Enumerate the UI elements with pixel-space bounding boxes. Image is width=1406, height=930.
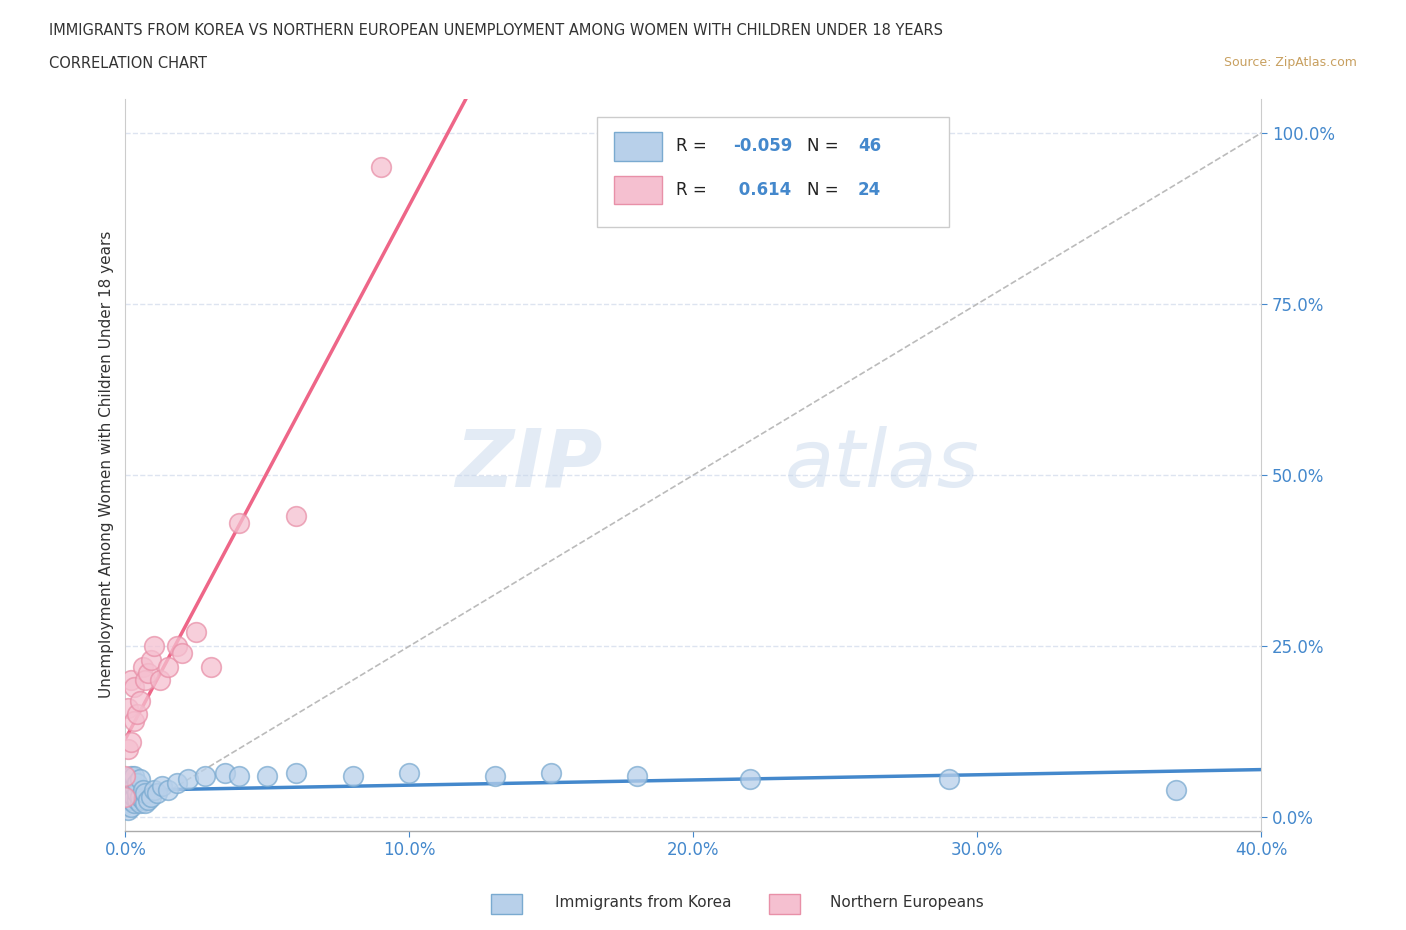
Point — [150, 778, 173, 793]
Point — [131, 659, 153, 674]
Point — [122, 768, 145, 783]
Point — [214, 765, 236, 780]
Point — [122, 680, 145, 695]
Y-axis label: Unemployment Among Women with Children Under 18 years: Unemployment Among Women with Children U… — [100, 231, 114, 698]
Point — [114, 768, 136, 783]
Point — [157, 782, 180, 797]
Point — [177, 772, 200, 787]
Point — [398, 765, 420, 780]
Point — [134, 786, 156, 801]
Point — [114, 790, 136, 804]
Text: R =: R = — [676, 181, 713, 199]
Text: Source: ZipAtlas.com: Source: ZipAtlas.com — [1223, 56, 1357, 69]
Point — [284, 509, 307, 524]
Point — [148, 672, 170, 687]
Point — [120, 768, 142, 783]
FancyBboxPatch shape — [614, 132, 662, 161]
Point — [114, 790, 136, 804]
Point — [134, 796, 156, 811]
Point — [228, 768, 250, 783]
FancyBboxPatch shape — [598, 117, 949, 227]
Point — [256, 768, 278, 783]
Point — [172, 645, 194, 660]
Point — [117, 776, 139, 790]
Point — [122, 778, 145, 793]
Text: 0.614: 0.614 — [733, 181, 792, 199]
Text: Northern Europeans: Northern Europeans — [830, 895, 983, 910]
Point — [120, 772, 142, 787]
Point — [228, 515, 250, 530]
Point — [134, 672, 156, 687]
Point — [136, 792, 159, 807]
Point — [284, 765, 307, 780]
Point — [125, 786, 148, 801]
Point — [120, 735, 142, 750]
Text: IMMIGRANTS FROM KOREA VS NORTHERN EUROPEAN UNEMPLOYMENT AMONG WOMEN WITH CHILDRE: IMMIGRANTS FROM KOREA VS NORTHERN EUROPE… — [49, 23, 943, 38]
Point — [117, 700, 139, 715]
Point — [157, 659, 180, 674]
Point — [142, 782, 165, 797]
Point — [200, 659, 222, 674]
Point — [131, 792, 153, 807]
Point — [117, 741, 139, 756]
Text: CORRELATION CHART: CORRELATION CHART — [49, 56, 207, 71]
Point — [370, 160, 392, 175]
Text: ZIP: ZIP — [456, 426, 603, 504]
Point — [626, 768, 648, 783]
Point — [166, 639, 188, 654]
Point — [125, 707, 148, 722]
Text: 46: 46 — [858, 138, 882, 155]
Point — [142, 639, 165, 654]
Point — [1166, 782, 1188, 797]
Point — [186, 625, 208, 640]
Point — [128, 790, 150, 804]
Point — [120, 800, 142, 815]
Point — [117, 803, 139, 817]
Point — [136, 666, 159, 681]
Point — [117, 792, 139, 807]
Point — [740, 772, 762, 787]
Point — [117, 786, 139, 801]
Text: N =: N = — [807, 138, 844, 155]
Point — [120, 792, 142, 807]
Point — [540, 765, 562, 780]
Text: R =: R = — [676, 138, 713, 155]
Point — [128, 796, 150, 811]
Point — [128, 694, 150, 709]
Point — [120, 782, 142, 797]
Point — [128, 772, 150, 787]
Point — [342, 768, 364, 783]
Point — [122, 790, 145, 804]
Text: -0.059: -0.059 — [733, 138, 793, 155]
Point — [122, 714, 145, 729]
Point — [145, 786, 167, 801]
Text: Immigrants from Korea: Immigrants from Korea — [555, 895, 733, 910]
Point — [122, 796, 145, 811]
Point — [139, 790, 162, 804]
Point — [194, 768, 217, 783]
FancyBboxPatch shape — [614, 176, 662, 205]
Point — [125, 792, 148, 807]
Point — [131, 782, 153, 797]
Point — [484, 768, 506, 783]
Point — [120, 672, 142, 687]
Text: N =: N = — [807, 181, 844, 199]
Point — [139, 652, 162, 667]
Point — [125, 776, 148, 790]
Point — [166, 776, 188, 790]
Text: atlas: atlas — [785, 426, 979, 504]
Point — [938, 772, 960, 787]
Text: 24: 24 — [858, 181, 882, 199]
Point — [114, 796, 136, 811]
